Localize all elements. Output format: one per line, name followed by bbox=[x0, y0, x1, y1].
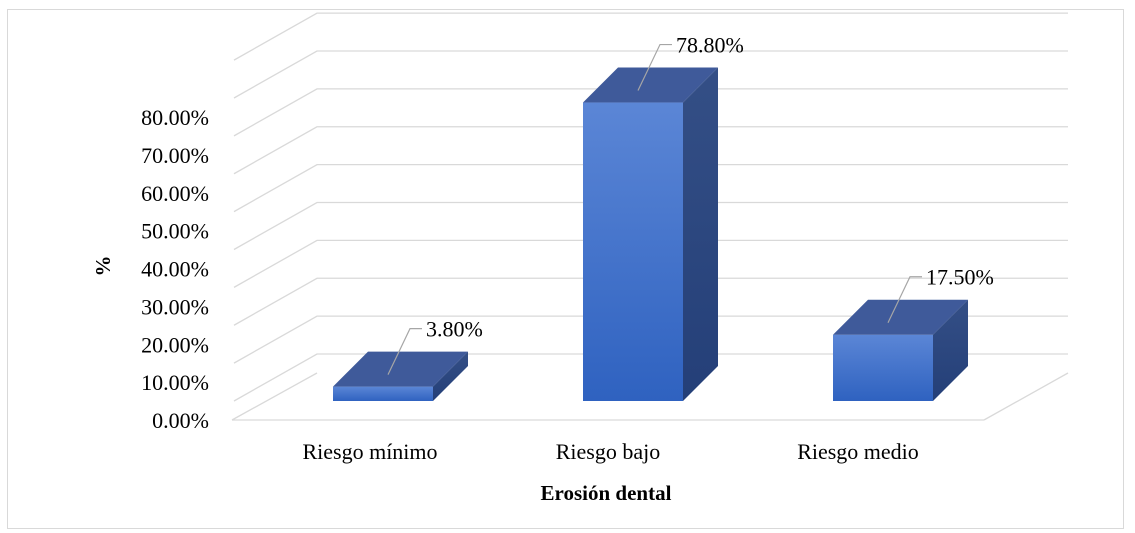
bar bbox=[333, 351, 468, 401]
chart-frame bbox=[7, 9, 1124, 529]
gridline bbox=[233, 50, 1068, 99]
y-tick-label: 40.00% bbox=[141, 257, 209, 282]
y-axis-title: % bbox=[91, 256, 115, 277]
floor-right-edge bbox=[983, 372, 1069, 421]
bar-side-face bbox=[933, 299, 968, 401]
data-label-leader bbox=[637, 43, 672, 91]
bar-side-face bbox=[433, 351, 468, 401]
x-axis-title: Erosión dental bbox=[541, 481, 672, 505]
data-label-leader bbox=[887, 276, 922, 323]
gridline bbox=[233, 239, 1068, 288]
bars bbox=[333, 67, 968, 402]
y-tick-label: 60.00% bbox=[141, 181, 209, 206]
floor-side-edge bbox=[231, 372, 318, 421]
bar-top-face bbox=[333, 351, 468, 387]
y-tick-label: 80.00% bbox=[141, 105, 209, 130]
y-axis-ticks: 0.00% 10.00% 20.00% 30.00% 40.00% 50.00% 60.00… bbox=[141, 105, 209, 433]
gridline bbox=[233, 163, 1068, 213]
data-labels: 3.80% 78.80% 17.50% bbox=[387, 33, 994, 375]
data-label: 3.80% bbox=[426, 317, 483, 342]
gridline bbox=[233, 277, 1068, 326]
gridline bbox=[233, 12, 1068, 61]
x-category-label: Riesgo medio bbox=[797, 439, 919, 464]
y-tick-label: 0.00% bbox=[152, 408, 209, 433]
bar-front-face bbox=[583, 102, 683, 402]
y-tick-label: 20.00% bbox=[141, 332, 209, 357]
gridlines bbox=[231, 12, 1069, 421]
data-label-leader bbox=[387, 328, 422, 375]
gridline bbox=[233, 201, 1068, 251]
bar-top-face bbox=[833, 299, 968, 335]
gridline bbox=[233, 315, 1068, 364]
y-tick-label: 10.00% bbox=[141, 370, 209, 395]
data-label: 17.50% bbox=[926, 265, 994, 290]
y-tick-label: 30.00% bbox=[141, 294, 209, 319]
data-label: 78.80% bbox=[676, 33, 744, 58]
y-tick-label: 50.00% bbox=[141, 219, 209, 244]
x-axis-categories: Riesgo mínimo Riesgo bajo Riesgo medio bbox=[302, 439, 918, 464]
bar-top-face bbox=[583, 67, 718, 103]
gridline bbox=[233, 353, 1068, 402]
bar-front-face bbox=[333, 386, 433, 401]
y-tick-label: 70.00% bbox=[141, 143, 209, 168]
x-category-label: Riesgo mínimo bbox=[302, 439, 437, 464]
bar-front-face bbox=[833, 334, 933, 401]
gridline bbox=[233, 126, 1068, 175]
bar bbox=[833, 299, 968, 401]
bar-side-face bbox=[683, 67, 718, 402]
gridline bbox=[233, 88, 1068, 137]
bar bbox=[583, 67, 718, 402]
x-category-label: Riesgo bajo bbox=[556, 439, 661, 464]
